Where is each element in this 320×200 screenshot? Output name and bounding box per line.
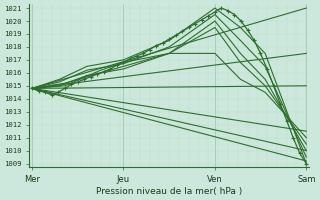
X-axis label: Pression niveau de la mer( hPa ): Pression niveau de la mer( hPa ) bbox=[96, 187, 242, 196]
